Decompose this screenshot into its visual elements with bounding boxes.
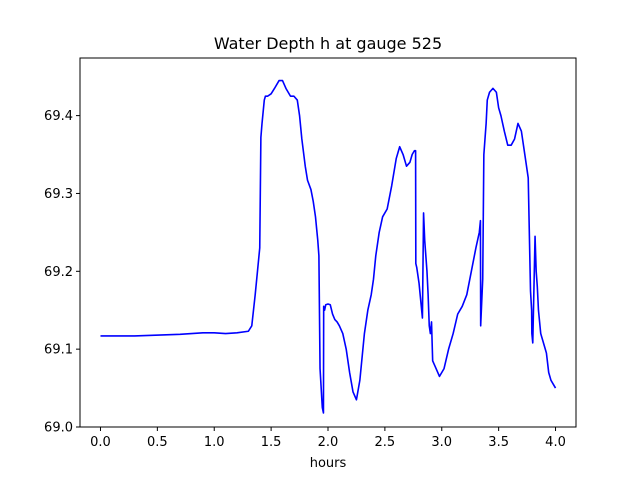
y-tick-label: 69.3: [44, 187, 73, 202]
x-tick-label: 3.5: [488, 435, 509, 450]
x-tick-label: 2.5: [375, 435, 396, 450]
series-line-0: [100, 79, 557, 414]
y-tick-label: 69.2: [44, 265, 73, 280]
x-axis: 0.0 0.5 1.0 1.5 2.0 2.5 3.0 3.5 4.0: [90, 427, 566, 450]
x-tick-label: 1.0: [204, 435, 225, 450]
chart-title: Water Depth h at gauge 525: [214, 34, 442, 53]
x-tick-label: 1.5: [261, 435, 282, 450]
x-tick-label: 2.0: [318, 435, 339, 450]
x-tick-label: 0.5: [147, 435, 168, 450]
y-tick-label: 69.0: [44, 421, 73, 436]
x-tick-label: 4.0: [545, 435, 566, 450]
x-axis-label: hours: [310, 456, 347, 471]
plot-series-layer: [100, 79, 557, 414]
y-tick-label: 69.4: [44, 109, 73, 124]
x-tick-label: 3.0: [431, 435, 452, 450]
x-tick-label: 0.0: [90, 435, 111, 450]
y-tick-label: 69.1: [44, 343, 73, 358]
y-axis: 69.0 69.1 69.2 69.3 69.4: [44, 109, 80, 436]
